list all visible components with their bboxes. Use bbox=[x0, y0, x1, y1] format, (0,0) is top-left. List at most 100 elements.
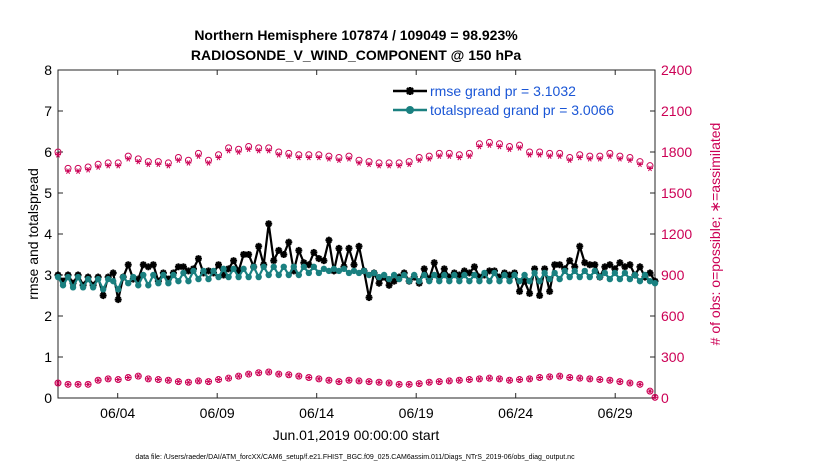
spread-point bbox=[375, 273, 383, 281]
obs-assimilated-point bbox=[536, 151, 543, 158]
obs-low-assimilated-point bbox=[195, 378, 202, 384]
rmse-point bbox=[345, 244, 353, 252]
obs-assimilated-point bbox=[456, 154, 463, 161]
obs-assimilated-point bbox=[265, 147, 272, 154]
rmse-point bbox=[325, 236, 333, 244]
obs-assimilated-point bbox=[546, 153, 553, 159]
obs-low-assimilated-point bbox=[135, 373, 142, 379]
obs-low-assimilated-point bbox=[125, 374, 132, 381]
spread-point bbox=[84, 275, 92, 283]
obs-low-assimilated-point bbox=[516, 376, 523, 383]
obs-low-assimilated-point bbox=[536, 374, 543, 381]
obs-assimilated-point bbox=[195, 153, 202, 159]
spread-point bbox=[315, 269, 323, 277]
x-tick-label: 06/24 bbox=[498, 405, 533, 421]
y2-tick-label: 2100 bbox=[661, 103, 692, 119]
obs-assimilated-point bbox=[406, 161, 413, 168]
y-tick-label: 2 bbox=[44, 308, 52, 324]
spread-point bbox=[195, 275, 202, 283]
spread-point bbox=[616, 275, 624, 283]
spread-point bbox=[501, 271, 508, 279]
obs-low-assimilated-point bbox=[85, 381, 92, 388]
spread-point bbox=[546, 275, 553, 283]
spread-point bbox=[220, 265, 227, 273]
obs-low-assimilated-point bbox=[606, 377, 613, 384]
spread-point bbox=[59, 282, 67, 289]
obs-assimilated-point bbox=[125, 155, 132, 162]
obs-low-assimilated-point bbox=[275, 371, 282, 377]
spread-point bbox=[651, 280, 659, 287]
rmse-point bbox=[626, 261, 634, 269]
obs-assimilated-point bbox=[396, 162, 403, 169]
obs-low-assimilated-point bbox=[426, 379, 433, 386]
spread-point bbox=[260, 263, 267, 270]
spread-point bbox=[345, 269, 353, 277]
spread-point bbox=[591, 267, 598, 275]
spread-point bbox=[350, 267, 358, 275]
y-tick-label: 3 bbox=[44, 267, 52, 283]
legend: rmse grand pr = 3.1032 totalspread grand… bbox=[393, 83, 614, 118]
y-tick-label: 7 bbox=[44, 103, 52, 119]
obs-assimilated-point bbox=[145, 161, 152, 168]
spread-point bbox=[516, 277, 523, 285]
spread-point bbox=[596, 273, 604, 281]
obs-low-assimilated-point bbox=[55, 380, 61, 386]
rmse-point bbox=[375, 279, 383, 287]
y2-tick-label: 600 bbox=[661, 308, 685, 324]
obs-low-assimilated-point bbox=[446, 378, 453, 384]
obs-assimilated-point bbox=[345, 155, 352, 162]
obs-assimilated-point bbox=[516, 145, 523, 151]
rmse-point bbox=[420, 265, 428, 273]
obs-assimilated-point bbox=[466, 153, 473, 159]
spread-point bbox=[436, 277, 443, 285]
spread-point bbox=[165, 280, 172, 287]
spread-point bbox=[109, 277, 117, 285]
spread-point bbox=[556, 275, 563, 283]
rmse-point bbox=[591, 261, 599, 269]
obs-assimilated-point bbox=[175, 157, 182, 164]
obs-low-assimilated-point bbox=[356, 378, 363, 384]
x-tick-label: 06/19 bbox=[399, 405, 434, 421]
y2-tick-label: 1500 bbox=[661, 185, 692, 201]
spread-point bbox=[225, 273, 232, 281]
spread-point bbox=[170, 271, 177, 279]
obs-assimilated-point bbox=[506, 146, 513, 153]
rmse-point bbox=[245, 251, 253, 258]
spread-point bbox=[94, 275, 102, 283]
spread-point bbox=[576, 273, 583, 281]
obs-low-assimilated-point bbox=[546, 373, 553, 380]
obs-assimilated-point bbox=[315, 154, 322, 161]
rmse-point bbox=[355, 242, 363, 250]
obs-assimilated-point bbox=[496, 143, 503, 150]
spread-point bbox=[395, 275, 403, 283]
spread-point bbox=[626, 275, 634, 283]
obs-assimilated-point bbox=[446, 153, 453, 159]
obs-low-assimilated-point bbox=[255, 369, 262, 376]
rmse-point bbox=[305, 261, 313, 269]
spread-point bbox=[120, 273, 127, 281]
obs-low-assimilated-point bbox=[406, 381, 413, 388]
spread-point bbox=[426, 277, 433, 285]
obs-low-assimilated-point bbox=[366, 378, 373, 385]
rmse-point bbox=[320, 257, 328, 265]
y2-tick-label: 1200 bbox=[661, 226, 692, 242]
obs-low-assimilated-point bbox=[586, 376, 593, 382]
rmse-point bbox=[556, 261, 564, 269]
spread-point bbox=[496, 277, 503, 285]
legend-spread-label: totalspread grand pr = 3.0066 bbox=[430, 102, 614, 118]
y-tick-label: 4 bbox=[44, 226, 52, 242]
spread-point bbox=[526, 277, 533, 285]
spread-point bbox=[451, 271, 458, 279]
spread-point bbox=[99, 286, 107, 293]
obs-low-assimilated-point bbox=[506, 377, 513, 384]
spread-point bbox=[145, 282, 152, 289]
obs-low-assimilated-point bbox=[576, 375, 583, 382]
obs-low-assimilated-point bbox=[626, 380, 633, 386]
spread-point bbox=[405, 277, 413, 285]
spread-point bbox=[125, 280, 132, 287]
y-tick-label: 0 bbox=[44, 390, 52, 406]
spread-point bbox=[511, 271, 518, 279]
y2-tick-label: 900 bbox=[661, 267, 685, 283]
obs-low-assimilated-point bbox=[466, 376, 473, 383]
